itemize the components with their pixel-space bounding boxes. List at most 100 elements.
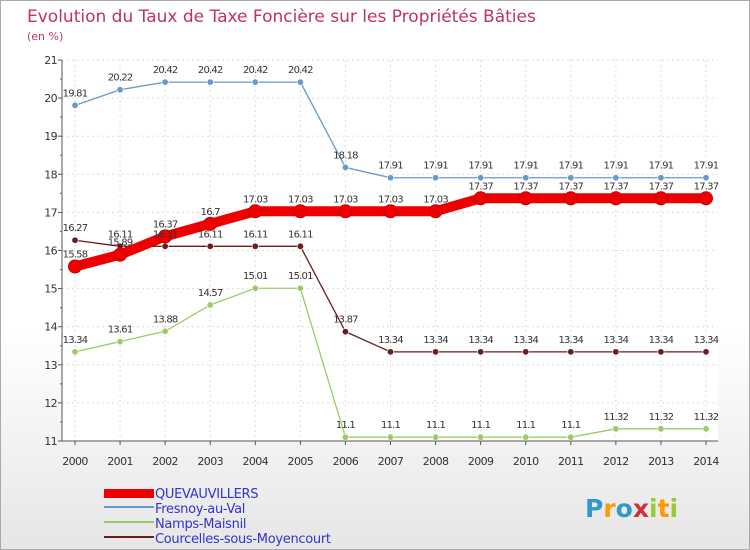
data-label-quevauvillers: 17.03: [243, 194, 268, 205]
data-point-namps-maisnil: [612, 425, 620, 433]
y-tick-label: 13: [44, 359, 57, 372]
data-label-quevauvillers: 15.89: [108, 238, 133, 249]
y-tick-label: 21: [44, 54, 57, 67]
logo-letter: t: [658, 494, 670, 523]
data-point-courcelles-sous-moyencourt: [71, 236, 79, 244]
x-tick-label: 2000: [62, 455, 88, 468]
x-tick-label: 2008: [423, 455, 449, 468]
data-point-fresnoy-au-val: [432, 174, 440, 182]
y-tick-label: 12: [44, 397, 57, 410]
data-point-quevauvillers: [699, 191, 713, 206]
data-label-fresnoy-au-val: 17.91: [468, 161, 493, 172]
data-label-fresnoy-au-val: 17.91: [378, 161, 403, 172]
data-point-quevauvillers: [608, 191, 623, 206]
data-point-quevauvillers: [158, 229, 173, 244]
x-tick-label: 2007: [378, 455, 404, 468]
data-label-namps-maisnil: 15.01: [288, 271, 313, 282]
series-courcelles-sous-moyencourt: [71, 236, 710, 356]
data-point-fresnoy-au-val: [341, 163, 349, 171]
y-tick-label: 11: [44, 435, 57, 448]
legend-swatch-fresnoy: [104, 506, 154, 508]
y-tick-label: 15: [44, 283, 57, 296]
legend-label-namps: Namps-Maisnil: [155, 517, 246, 532]
proxiti-logo: Proxiti: [585, 494, 678, 523]
x-tick-label: 2006: [333, 455, 359, 468]
data-point-courcelles-sous-moyencourt: [386, 348, 394, 356]
data-label-namps-maisnil: 15.01: [243, 271, 268, 282]
data-label-quevauvillers: 17.03: [333, 194, 358, 205]
data-label-namps-maisnil: 13.34: [63, 335, 88, 346]
data-point-fresnoy-au-val: [116, 86, 124, 94]
data-label-namps-maisnil: 11.1: [471, 420, 491, 431]
legend-label-quevauvillers: QUEVAUVILLERS: [155, 487, 258, 502]
y-tick-label: 16: [44, 245, 57, 258]
data-point-fresnoy-au-val: [657, 174, 665, 182]
data-label-fresnoy-au-val: 17.91: [604, 161, 629, 172]
data-label-fresnoy-au-val: 17.91: [513, 161, 538, 172]
data-point-quevauvillers: [68, 259, 82, 274]
data-point-quevauvillers: [428, 204, 443, 219]
data-label-courcelles-sous-moyencourt: 16.11: [198, 229, 223, 240]
logo-letter: o: [616, 494, 633, 523]
data-label-fresnoy-au-val: 17.91: [423, 161, 448, 172]
data-label-fresnoy-au-val: 20.22: [108, 73, 133, 84]
data-point-quevauvillers: [563, 191, 578, 206]
data-point-namps-maisnil: [206, 301, 214, 309]
x-tick-label: 2010: [513, 455, 539, 468]
data-point-courcelles-sous-moyencourt: [432, 348, 440, 356]
data-point-namps-maisnil: [116, 338, 124, 346]
data-label-fresnoy-au-val: 20.42: [243, 65, 268, 76]
data-label-courcelles-sous-moyencourt: 13.34: [468, 335, 493, 346]
data-label-courcelles-sous-moyencourt: 13.34: [694, 335, 719, 346]
data-label-quevauvillers: 17.37: [649, 181, 674, 192]
data-point-courcelles-sous-moyencourt: [522, 348, 530, 356]
y-tick-label: 17: [44, 206, 57, 219]
data-label-namps-maisnil: 11.1: [426, 420, 446, 431]
x-tick-label: 2013: [648, 455, 674, 468]
data-label-courcelles-sous-moyencourt: 13.34: [378, 335, 403, 346]
x-tick-label: 2005: [288, 455, 314, 468]
data-point-quevauvillers: [473, 191, 488, 206]
data-label-fresnoy-au-val: 20.42: [288, 65, 313, 76]
data-label-quevauvillers: 17.37: [604, 181, 629, 192]
data-point-fresnoy-au-val: [296, 78, 304, 86]
data-point-courcelles-sous-moyencourt: [612, 348, 620, 356]
legend: QUEVAUVILLERS Fresnoy-au-Val Namps-Maisn…: [104, 487, 331, 547]
y-tick-label: 19: [44, 130, 57, 143]
data-point-courcelles-sous-moyencourt: [206, 242, 214, 250]
data-point-namps-maisnil: [522, 433, 530, 441]
data-point-courcelles-sous-moyencourt: [341, 328, 349, 336]
data-point-quevauvillers: [338, 204, 353, 219]
data-label-namps-maisnil: 11.32: [649, 412, 674, 423]
data-label-quevauvillers: 15.58: [63, 250, 88, 261]
data-point-namps-maisnil: [657, 425, 665, 433]
data-point-namps-maisnil: [251, 284, 259, 292]
data-point-fresnoy-au-val: [567, 174, 575, 182]
data-point-fresnoy-au-val: [522, 174, 530, 182]
y-axis-ticks: 11 12 13 14 15 16 17 18 19 20 21: [44, 54, 62, 448]
data-point-namps-maisnil: [341, 433, 349, 441]
data-point-fresnoy-au-val: [612, 174, 620, 182]
x-tick-label: 2003: [197, 455, 223, 468]
data-label-fresnoy-au-val: 18.18: [333, 150, 358, 161]
data-label-quevauvillers: 17.37: [558, 181, 583, 192]
legend-swatch-namps: [104, 521, 154, 523]
data-label-namps-maisnil: 11.32: [694, 412, 719, 423]
data-label-quevauvillers: 17.03: [423, 194, 448, 205]
data-point-quevauvillers: [518, 191, 533, 206]
data-point-courcelles-sous-moyencourt: [296, 242, 304, 250]
x-tick-label: 2004: [242, 455, 268, 468]
logo-letter: r: [603, 494, 616, 523]
series-quevauvillers: [68, 191, 713, 274]
y-tick-label: 18: [44, 168, 57, 181]
data-point-fresnoy-au-val: [251, 78, 259, 86]
data-label-fresnoy-au-val: 17.91: [558, 161, 583, 172]
data-label-fresnoy-au-val: 19.81: [63, 88, 88, 99]
legend-swatch-courcelles: [104, 536, 154, 538]
data-point-namps-maisnil: [296, 284, 304, 292]
data-point-fresnoy-au-val: [702, 174, 710, 182]
data-label-namps-maisnil: 13.88: [153, 314, 178, 325]
data-point-quevauvillers: [383, 204, 398, 219]
data-label-fresnoy-au-val: 17.91: [649, 161, 674, 172]
